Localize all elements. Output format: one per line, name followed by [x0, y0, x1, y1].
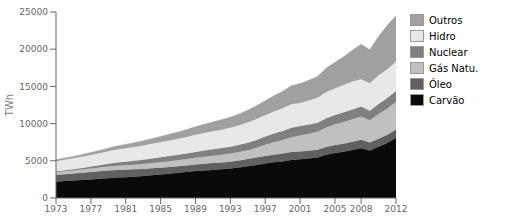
html-text:Hidro: Hidro — [429, 30, 456, 42]
svg-text:1981: 1981 — [114, 204, 137, 214]
svg-text:1985: 1985 — [149, 204, 172, 214]
svg-text:2001: 2001 — [289, 204, 312, 214]
svg-text:25000: 25000 — [19, 7, 48, 17]
svg-text:1989: 1989 — [184, 204, 207, 214]
svg-text:0: 0 — [42, 193, 48, 203]
html-text:Nuclear: Nuclear — [429, 46, 468, 58]
html-text:Carvão: Carvão — [429, 94, 465, 106]
svg-text:5000: 5000 — [25, 156, 48, 166]
svg-text:1993: 1993 — [219, 204, 242, 214]
svg-text:TWh: TWh — [8, 94, 15, 117]
svg-text:1977: 1977 — [79, 204, 102, 214]
svg-text:2005: 2005 — [324, 204, 347, 214]
html-text:Óleo: Óleo — [429, 78, 452, 90]
svg-text:1997: 1997 — [254, 204, 277, 214]
svg-text:20000: 20000 — [19, 44, 48, 54]
html-text:Gás Natu.: Gás Natu. — [429, 62, 479, 74]
html-text:Outros: Outros — [429, 14, 463, 26]
svg-text:10000: 10000 — [19, 119, 48, 129]
svg-text:2012: 2012 — [385, 204, 408, 214]
svg-text:2008: 2008 — [350, 204, 373, 214]
svg-text:15000: 15000 — [19, 82, 48, 92]
svg-text:1973: 1973 — [45, 204, 68, 214]
